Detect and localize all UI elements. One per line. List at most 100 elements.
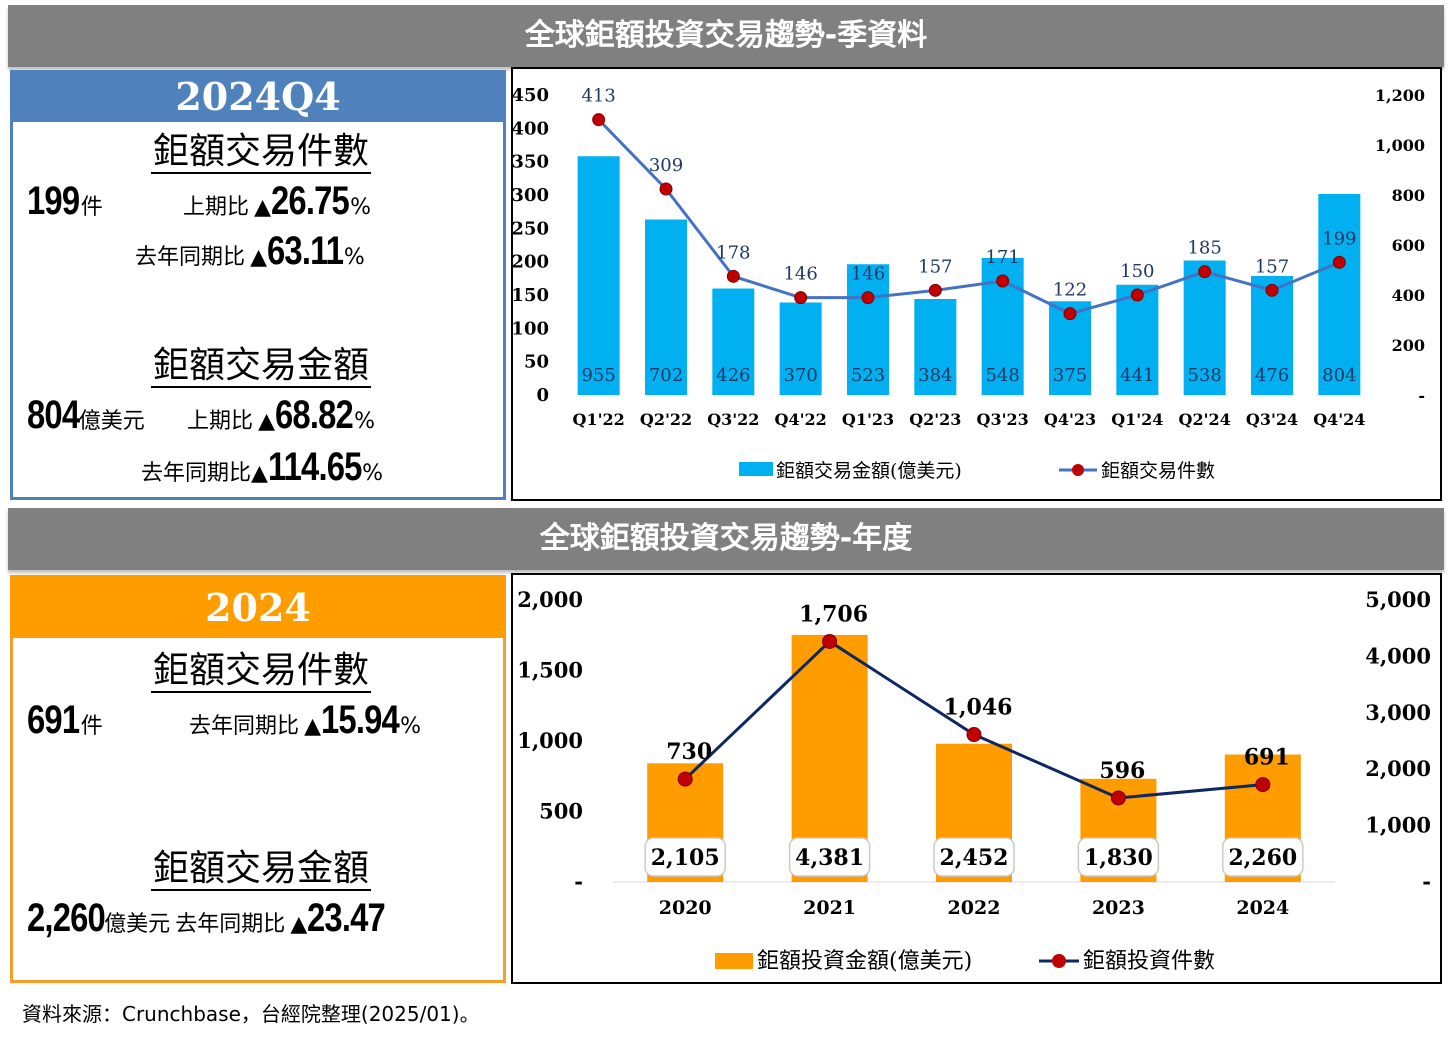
quarterly-amount-title: 鉅額交易金額 [150, 345, 371, 388]
amount-bar-label: 955 [581, 365, 615, 386]
quarterly-count-qoq-row: 上期比 ▲26.75% [183, 179, 371, 231]
x-axis-tick-label: 2021 [803, 897, 856, 919]
left-axis-tick-label: 50 [524, 352, 549, 373]
quarterly-count-qoq-label: 上期比 [183, 195, 250, 220]
quarterly-count-row: 199件 [27, 179, 103, 231]
count-point-label: 309 [649, 155, 683, 176]
count-point-label: 171 [985, 247, 1019, 268]
annual-count-unit: 件 [80, 714, 103, 739]
quarterly-count-unit: 件 [80, 195, 103, 220]
right-axis-tick-label: 1,000 [1365, 813, 1431, 838]
right-axis-tick-label: 2,000 [1365, 756, 1431, 781]
left-axis-tick-label: 150 [513, 285, 549, 306]
right-axis-tick-label: 1,200 [1375, 86, 1425, 105]
source-note: 資料來源：Crunchbase，台經院整理(2025/01)。 [22, 1002, 480, 1026]
x-axis-tick-label: Q2'22 [640, 410, 692, 429]
x-axis-tick-label: Q3'22 [707, 410, 759, 429]
count-point-label: 730 [666, 739, 712, 765]
quarterly-amount-qoq-value: 68.82 [275, 393, 354, 437]
up-triangle-icon: ▲ [251, 461, 268, 486]
count-line [597, 118, 1340, 316]
legend-count-marker [1072, 464, 1084, 476]
amount-bar [847, 264, 889, 395]
right-axis-tick-label: 400 [1392, 286, 1425, 305]
left-axis-tick-label: 0 [536, 385, 549, 406]
x-axis-tick-label: Q3'24 [1246, 410, 1298, 429]
amount-bar-label: 2,260 [1228, 845, 1297, 871]
x-axis-tick-label: Q2'24 [1179, 410, 1231, 429]
right-axis-tick-label: 5,000 [1365, 587, 1431, 612]
amount-bar-label: 375 [1053, 365, 1087, 386]
count-point-label: 199 [1322, 228, 1356, 249]
count-point [1130, 288, 1144, 302]
amount-bar-label: 4,381 [795, 845, 864, 871]
amount-bar [1116, 284, 1159, 395]
annual-amount-title: 鉅額交易金額 [150, 848, 371, 891]
amount-bar-label: 370 [783, 365, 817, 386]
amount-bar-label: 804 [1322, 365, 1356, 386]
legend-count-label: 鉅額交易件數 [1101, 460, 1215, 482]
amount-bar-label-box [1077, 837, 1160, 877]
quarterly-count-value: 199 [27, 179, 80, 223]
up-triangle-icon: ▲ [250, 245, 268, 270]
count-point-label: 178 [716, 242, 750, 263]
legend-amount-swatch [739, 462, 773, 476]
count-point [1255, 777, 1271, 793]
annual-chart: - 500 1,000 1,500 2,000 - 1,000 2,000 3,000 4,000… [517, 587, 1431, 974]
left-axis-tick-label: 350 [513, 152, 549, 173]
legend-amount-label: 鉅額投資金額(億美元) [757, 949, 972, 974]
quarterly-amount-yoy-pct: % [362, 461, 383, 486]
right-axis-tick-label: 3,000 [1365, 700, 1431, 725]
x-axis-tick-label: 2024 [1236, 897, 1289, 919]
annual-count-value: 691 [27, 698, 80, 742]
quarterly-count-qoq-pct: % [350, 195, 372, 220]
count-point [966, 727, 982, 743]
right-axis-tick-label: 600 [1392, 236, 1425, 255]
count-point-label: 1,706 [799, 601, 868, 627]
right-axis-tick-label: - [1418, 386, 1425, 405]
annual-banner-title: 全球鉅額投資交易趨勢-年度 [8, 508, 1444, 570]
count-point [592, 113, 606, 127]
amount-bar-label-box [788, 837, 871, 877]
left-axis-tick-label: 200 [513, 252, 549, 273]
left-axis-tick-label: 100 [513, 318, 549, 339]
quarterly-amount-yoy-label: 去年同期比 [141, 461, 252, 486]
up-triangle-icon: ▲ [254, 195, 272, 220]
quarterly-count-yoy-row: 去年同期比 ▲63.11% [135, 229, 365, 281]
amount-bar [1318, 194, 1361, 395]
count-point-label: 150 [1120, 261, 1154, 282]
legend-amount-swatch [715, 953, 753, 969]
quarterly-amount-value: 804 [27, 393, 80, 437]
amount-bar-label: 538 [1187, 365, 1221, 386]
quarterly-amount-qoq-pct: % [354, 409, 376, 434]
left-axis-tick-label: - [574, 869, 583, 894]
legend-count-marker [1052, 954, 1066, 968]
quarterly-period-header: 2024Q4 [10, 70, 506, 122]
left-axis-tick-label: 450 [513, 85, 549, 106]
x-axis-tick-label: 2020 [659, 897, 712, 919]
left-axis-tick-label: 250 [513, 218, 549, 239]
legend-count-label: 鉅額投資件數 [1083, 949, 1215, 974]
count-point-label: 146 [851, 264, 885, 285]
up-triangle-icon: ▲ [304, 714, 322, 739]
count-point [822, 633, 838, 649]
count-point [1110, 790, 1126, 806]
count-point-label: 157 [918, 256, 952, 277]
annual-amount-unit: 億美元 [104, 912, 171, 937]
annual-amount-row: 2,260億美元 去年同期比 ▲23.47 [27, 896, 402, 948]
right-axis-tick-label: 800 [1392, 186, 1425, 205]
count-point-label: 122 [1053, 280, 1087, 301]
quarterly-amount-qoq-label: 上期比 [187, 409, 254, 434]
quarterly-banner-title: 全球鉅額投資交易趨勢-季資料 [8, 5, 1444, 67]
amount-bar-label: 426 [716, 365, 750, 386]
annual-count-row: 691件 [27, 698, 103, 750]
legend-amount-label: 鉅額交易金額(億美元) [776, 460, 962, 482]
left-axis-tick-label: 400 [513, 118, 549, 139]
quarterly-amount-unit: 億美元 [78, 409, 145, 434]
quarterly-count-yoy-pct: % [343, 245, 365, 270]
annual-amount-yoy-label: 去年同期比 [175, 912, 286, 937]
amount-bar-label: 2,452 [940, 845, 1009, 871]
right-axis-tick-label: 200 [1392, 336, 1425, 355]
count-point-label: 157 [1255, 256, 1289, 277]
count-point [726, 269, 740, 283]
